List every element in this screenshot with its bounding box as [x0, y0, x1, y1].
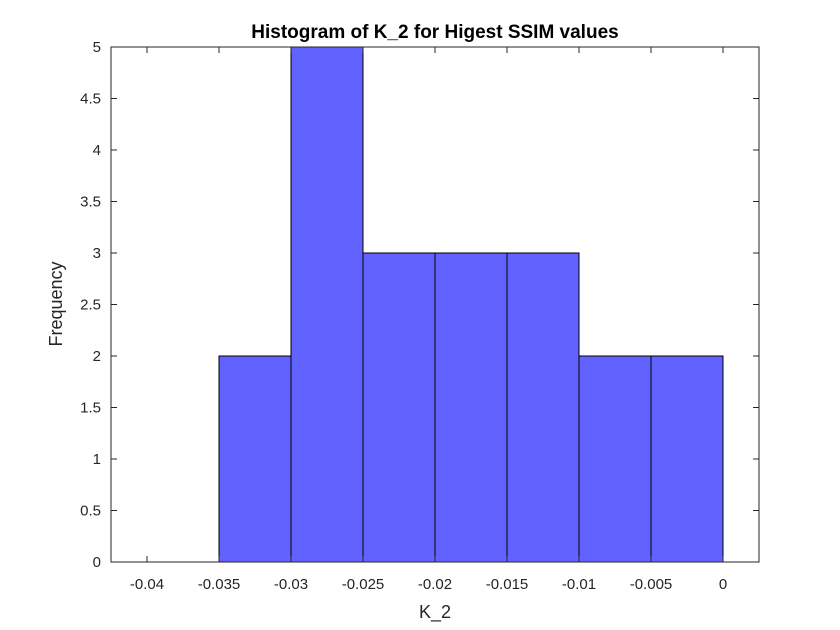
- histogram-bar: [362, 252, 436, 563]
- y-tick-label: 5: [93, 39, 101, 56]
- y-tick-label: 2: [93, 348, 101, 365]
- histogram-bar: [578, 355, 652, 563]
- y-tick-label: 1: [93, 451, 101, 468]
- y-tick-label: 3: [93, 245, 101, 262]
- y-tick-label: 0.5: [80, 503, 101, 520]
- y-tick-label: 4.5: [80, 91, 101, 108]
- y-axis-ticks: 0 0.5 1 1.5 2 2.5 3 3.5 4 4.5 5: [80, 39, 759, 571]
- x-tick-label: -0.01: [562, 576, 596, 593]
- x-tick-label: -0.02: [418, 576, 452, 593]
- x-axis-title: K_2: [419, 602, 451, 623]
- y-tick-label: 0: [93, 554, 101, 571]
- histogram-bar: [650, 355, 724, 563]
- histogram-bar: [218, 355, 292, 563]
- histogram-bar: [434, 252, 508, 563]
- x-tick-label: -0.025: [342, 576, 385, 593]
- y-tick-label: 3.5: [80, 194, 101, 211]
- y-tick-label: 4: [93, 142, 101, 159]
- x-tick-label: 0: [719, 576, 727, 593]
- x-tick-label: -0.015: [486, 576, 529, 593]
- x-tick-label: -0.04: [130, 576, 164, 593]
- y-tick-label: 2.5: [80, 297, 101, 314]
- bars-group: [218, 46, 724, 563]
- x-tick-label: -0.03: [274, 576, 308, 593]
- x-tick-label: -0.005: [630, 576, 673, 593]
- x-axis-ticks: -0.04 -0.035 -0.03 -0.025 -0.02 -0.015 -0.01 -0…: [130, 47, 727, 593]
- x-tick-label: -0.035: [198, 576, 241, 593]
- histogram-bar: [506, 252, 580, 563]
- chart-title: Histogram of K_2 for Higest SSIM values: [251, 22, 618, 43]
- histogram-bar: [290, 46, 364, 563]
- y-axis-title: Frequency: [46, 261, 66, 346]
- y-tick-label: 1.5: [80, 400, 101, 417]
